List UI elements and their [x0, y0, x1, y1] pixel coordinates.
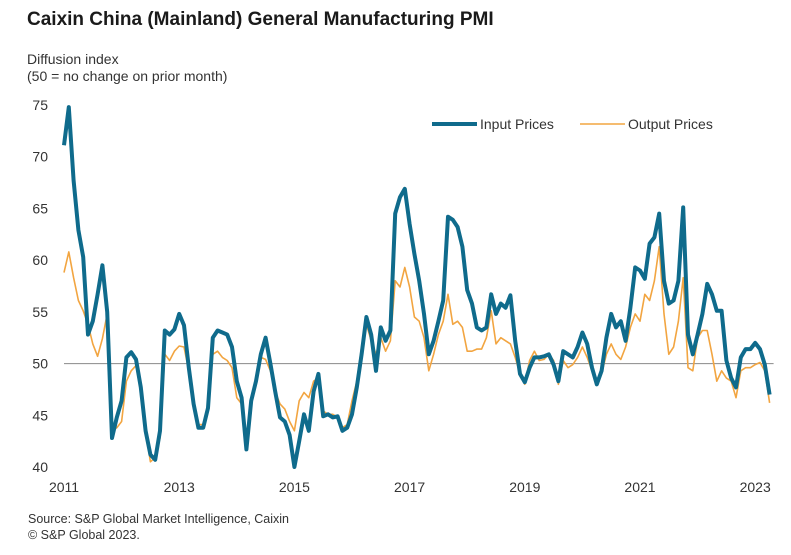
y-tick-label: 70: [32, 149, 48, 165]
chart-subtitle-line-2: (50 = no change on prior month): [27, 68, 228, 84]
y-tick-label: 60: [32, 252, 48, 268]
x-tick-label: 2015: [279, 479, 310, 495]
x-tick-label: 2017: [394, 479, 425, 495]
y-tick-label: 65: [32, 200, 48, 216]
y-tick-label: 55: [32, 304, 48, 320]
x-tick-label: 2013: [164, 479, 195, 495]
y-tick-label: 40: [32, 459, 48, 475]
input-prices-line: [62, 105, 772, 469]
x-tick-label: 2021: [624, 479, 655, 495]
legend-label-input: Input Prices: [480, 116, 554, 132]
y-tick-label: 50: [32, 356, 48, 372]
chart-subtitle-line-1: Diffusion index: [27, 51, 119, 67]
output-prices-line: [63, 245, 771, 463]
chart-title: Caixin China (Mainland) General Manufact…: [27, 9, 494, 30]
y-tick-label: 45: [32, 407, 48, 423]
legend-label-output: Output Prices: [628, 116, 713, 132]
x-tick-label: 2019: [509, 479, 540, 495]
source-note: Source: S&P Global Market Intelligence, …: [28, 512, 290, 526]
y-tick-label: 75: [32, 97, 48, 113]
x-tick-label: 2023: [740, 479, 771, 495]
x-tick-label: 2011: [49, 479, 79, 495]
copyright-note: © S&P Global 2023.: [28, 528, 140, 542]
